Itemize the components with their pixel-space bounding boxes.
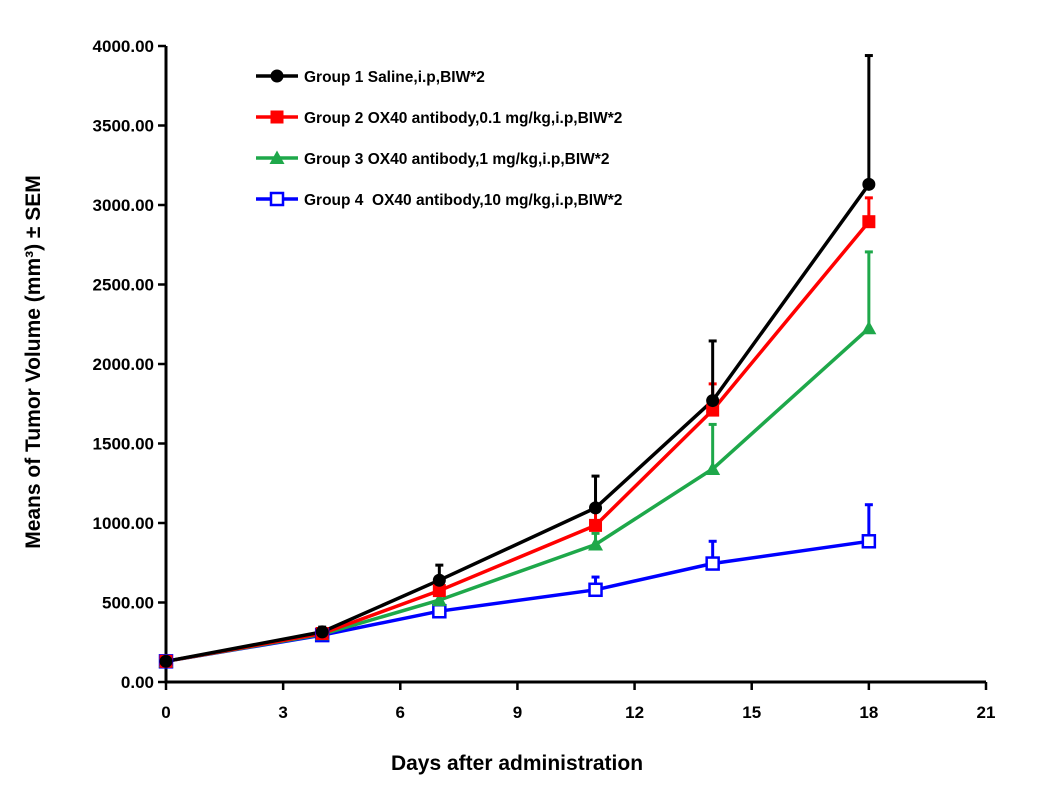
- x-tick-label: 3: [278, 703, 287, 722]
- legend-marker: [269, 191, 285, 207]
- legend-marker: [270, 110, 284, 124]
- x-tick-label: 15: [742, 703, 761, 722]
- data-point: [861, 534, 877, 549]
- data-point: [589, 518, 603, 532]
- data-point: [861, 320, 877, 335]
- y-tick-label: 500.00: [102, 594, 154, 613]
- x-tick-label: 6: [396, 703, 405, 722]
- y-tick-label: 2000.00: [93, 355, 154, 374]
- legend-label: Group 4 OX40 antibody,10 mg/kg,i.p,BIW*2: [304, 192, 622, 209]
- data-point: [432, 573, 446, 587]
- series-line: [165, 183, 871, 664]
- y-tick-label: 1500.00: [93, 435, 154, 454]
- series-lines: [165, 183, 871, 664]
- legend-label: Group 1 Saline,i.p,BIW*2: [304, 69, 485, 86]
- x-tick-label: 18: [859, 703, 878, 722]
- data-point: [862, 215, 876, 229]
- y-tick-label: 3000.00: [93, 196, 154, 215]
- y-tick-label: 4000.00: [93, 37, 154, 56]
- x-tick-label: 9: [513, 703, 522, 722]
- data-point: [706, 403, 720, 417]
- legend-label: Group 3 OX40 antibody,1 mg/kg,i.p,BIW*2: [304, 151, 609, 168]
- x-axis-title: Days after administration: [391, 752, 643, 775]
- series-line: [165, 326, 871, 664]
- legend-marker: [269, 150, 285, 164]
- y-tick-label: 0.00: [121, 673, 154, 692]
- data-point: [588, 536, 604, 551]
- legend: Group 1 Saline,i.p,BIW*2 Group 2 OX40 ant…: [256, 69, 622, 209]
- data-point: [705, 461, 721, 475]
- legend-label: Group 2 OX40 antibody,0.1 mg/kg,i.p,BIW*…: [304, 110, 622, 127]
- data-point: [432, 603, 447, 619]
- data-point: [588, 582, 603, 598]
- y-tick-label: 3500.00: [93, 117, 154, 136]
- x-tick-label: 12: [625, 703, 644, 722]
- y-axis-title: Means of Tumor Volume (mm³) ± SEM: [22, 175, 45, 549]
- y-tick-label: 1000.00: [93, 514, 154, 533]
- data-point: [431, 592, 447, 607]
- data-point: [706, 394, 720, 408]
- x-tick-label: 0: [161, 703, 170, 722]
- y-tick-label: 2500.00: [93, 276, 154, 295]
- data-point: [432, 584, 446, 598]
- data-point: [315, 625, 329, 639]
- data-point: [862, 177, 876, 191]
- data-point: [159, 654, 173, 668]
- data-point: [589, 501, 603, 515]
- legend-marker: [270, 69, 284, 83]
- x-tick-label: 21: [977, 703, 996, 722]
- data-point: [705, 556, 720, 571]
- series-markers: [158, 177, 877, 669]
- axes: 0 3 6 9 12 15 18 21 0.00 500.00 1000.00 1500.00 2000…: [93, 37, 996, 722]
- series-line: [165, 220, 871, 664]
